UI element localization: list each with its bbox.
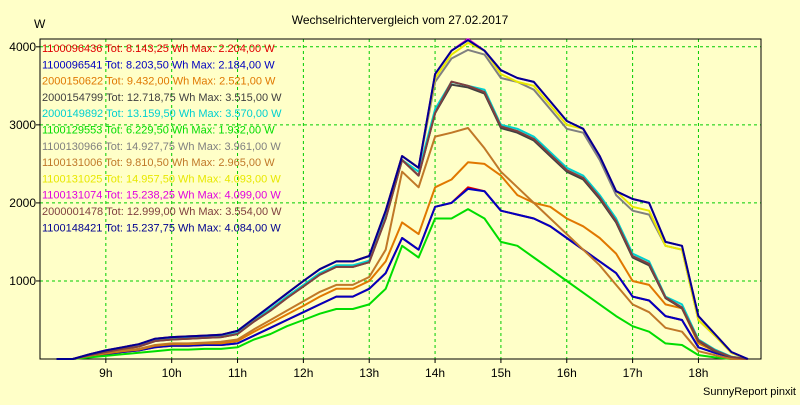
x-tick-label: 12h (293, 366, 313, 380)
legend-entry: 1100096541 Tot: 8.203,50 Wh Max: 2.184,0… (42, 59, 275, 71)
series-line-1 (56, 187, 748, 360)
x-tick-label: 11h (228, 366, 247, 380)
y-tick-label: 3000 (9, 118, 36, 132)
y-axis-unit-label: W (34, 17, 46, 31)
x-tick-label: 17h (623, 366, 643, 380)
y-tick-label: 4000 (9, 40, 36, 54)
x-tick-label: 9h (99, 366, 112, 380)
series-line-7 (56, 127, 748, 360)
legend-entry: 1100131074 Tot: 15.238,25 Wh Max: 4.099,… (42, 190, 281, 202)
legend-entry: 1100148421 Tot: 15.237,75 Wh Max: 4.084,… (42, 222, 281, 234)
legend-entry: 1100131025 Tot: 14.957,50 Wh Max: 4.093,… (42, 173, 281, 185)
y-tick-label: 2000 (9, 196, 36, 210)
series-lines (56, 38, 749, 360)
x-tick-label: 15h (491, 366, 511, 380)
x-tick-label: 13h (359, 366, 379, 380)
series-line-5 (56, 208, 748, 360)
x-tick-label: 14h (425, 366, 445, 380)
legend-entry: 2000001478 Tot: 12.999,00 Wh Max: 3.554,… (42, 206, 282, 218)
legend-entry: 2000149892 Tot: 13.159,50 Wh Max: 3.570,… (42, 108, 282, 120)
x-tick-label: 16h (557, 366, 577, 380)
plot-area-frame (39, 38, 762, 360)
series-line-11 (56, 39, 749, 360)
y-tick-label: 1000 (9, 274, 36, 288)
series-line-10 (56, 80, 748, 360)
axis-ticks: 9h 10h 11h 12h 13h 14h 15h 16h 17h 18h 1000 2000 300… (9, 40, 708, 380)
legend-entry: 2000150622 Tot: 9.432,00 Wh Max: 2.521,0… (42, 76, 276, 88)
x-tick-label: 10h (162, 366, 182, 380)
legend-entry: 1100129553 Tot: 6.229,50 Wh Max: 1.932,0… (42, 125, 275, 137)
legend-entry: 2000154799 Tot: 12.718,75 Wh Max: 3.515,… (42, 92, 282, 104)
footer-credit: SunnyReport pinxit (703, 386, 796, 398)
legend-entry: 1100130966 Tot: 14.927,75 Wh Max: 3.961,… (42, 141, 281, 153)
chart-title: Wechselrichtervergleich vom 27.02.2017 (292, 13, 509, 27)
x-tick-label: 18h (688, 366, 708, 380)
legend: 1100096436 Tot: 8.143,25 Wh Max: 2.204,0… (42, 43, 282, 234)
legend-entry: 1100096436 Tot: 8.143,25 Wh Max: 2.204,0… (42, 43, 275, 55)
legend-entry: 1100131006 Tot: 9.810,50 Wh Max: 2.965,0… (42, 157, 275, 169)
